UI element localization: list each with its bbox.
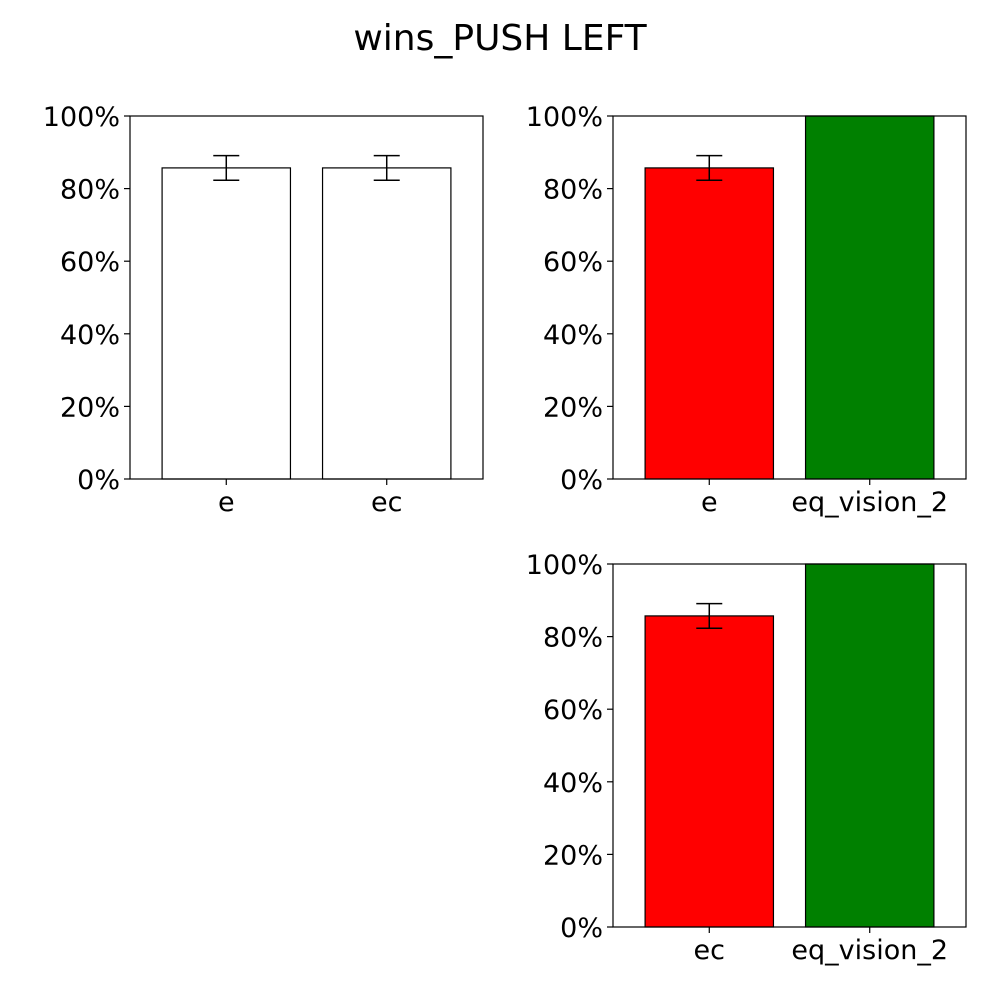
axes-frame [129, 115, 484, 480]
x-tick-label: e [701, 487, 718, 518]
y-tick-label: 80% [543, 623, 603, 654]
y-tick-label: 60% [60, 247, 120, 278]
y-tick-label: 100% [43, 102, 120, 133]
subplot-bottom-right: 0% 20% 40% 60% 80% 100% ec eq_vision_2 [526, 550, 967, 966]
x-tick-label: eq_vision_2 [791, 487, 948, 518]
y-tick-label: 0% [560, 913, 603, 944]
subplots: 0% 20% 40% 60% 80% 100% e ec 0% 20% 40% 60% 80% 100% e… [43, 102, 967, 966]
y-tick-label: 40% [543, 768, 603, 799]
axes-frame [612, 563, 967, 928]
y-tick-label: 0% [560, 465, 603, 496]
figure-title: wins_PUSH LEFT [353, 18, 647, 59]
y-tick-label: 60% [543, 247, 603, 278]
y-tick-label: 40% [543, 320, 603, 351]
y-tick-label: 20% [60, 392, 120, 423]
x-tick-label: eq_vision_2 [791, 935, 948, 966]
axes-frame [612, 115, 967, 480]
subplot-top-left: 0% 20% 40% 60% 80% 100% e ec [43, 102, 484, 518]
bar-e [161, 167, 292, 480]
y-tick-label: 60% [543, 695, 603, 726]
y-tick-label: 80% [543, 175, 603, 206]
y-tick-label: 80% [60, 175, 120, 206]
bar-ec [644, 615, 775, 928]
x-tick-label: ec [694, 935, 725, 966]
x-tick-label: ec [371, 487, 402, 518]
bar-e [644, 167, 775, 480]
y-tick-label: 40% [60, 320, 120, 351]
x-tick-label: e [218, 487, 235, 518]
bar-ec [321, 167, 452, 480]
y-tick-label: 20% [543, 840, 603, 871]
y-tick-label: 100% [526, 550, 603, 581]
y-tick-label: 0% [77, 465, 120, 496]
y-tick-label: 20% [543, 392, 603, 423]
bar-eq_vision_2 [804, 115, 935, 480]
subplot-top-right: 0% 20% 40% 60% 80% 100% e eq_vision_2 [526, 102, 967, 518]
bar-eq_vision_2 [804, 563, 935, 928]
y-tick-label: 100% [526, 102, 603, 133]
